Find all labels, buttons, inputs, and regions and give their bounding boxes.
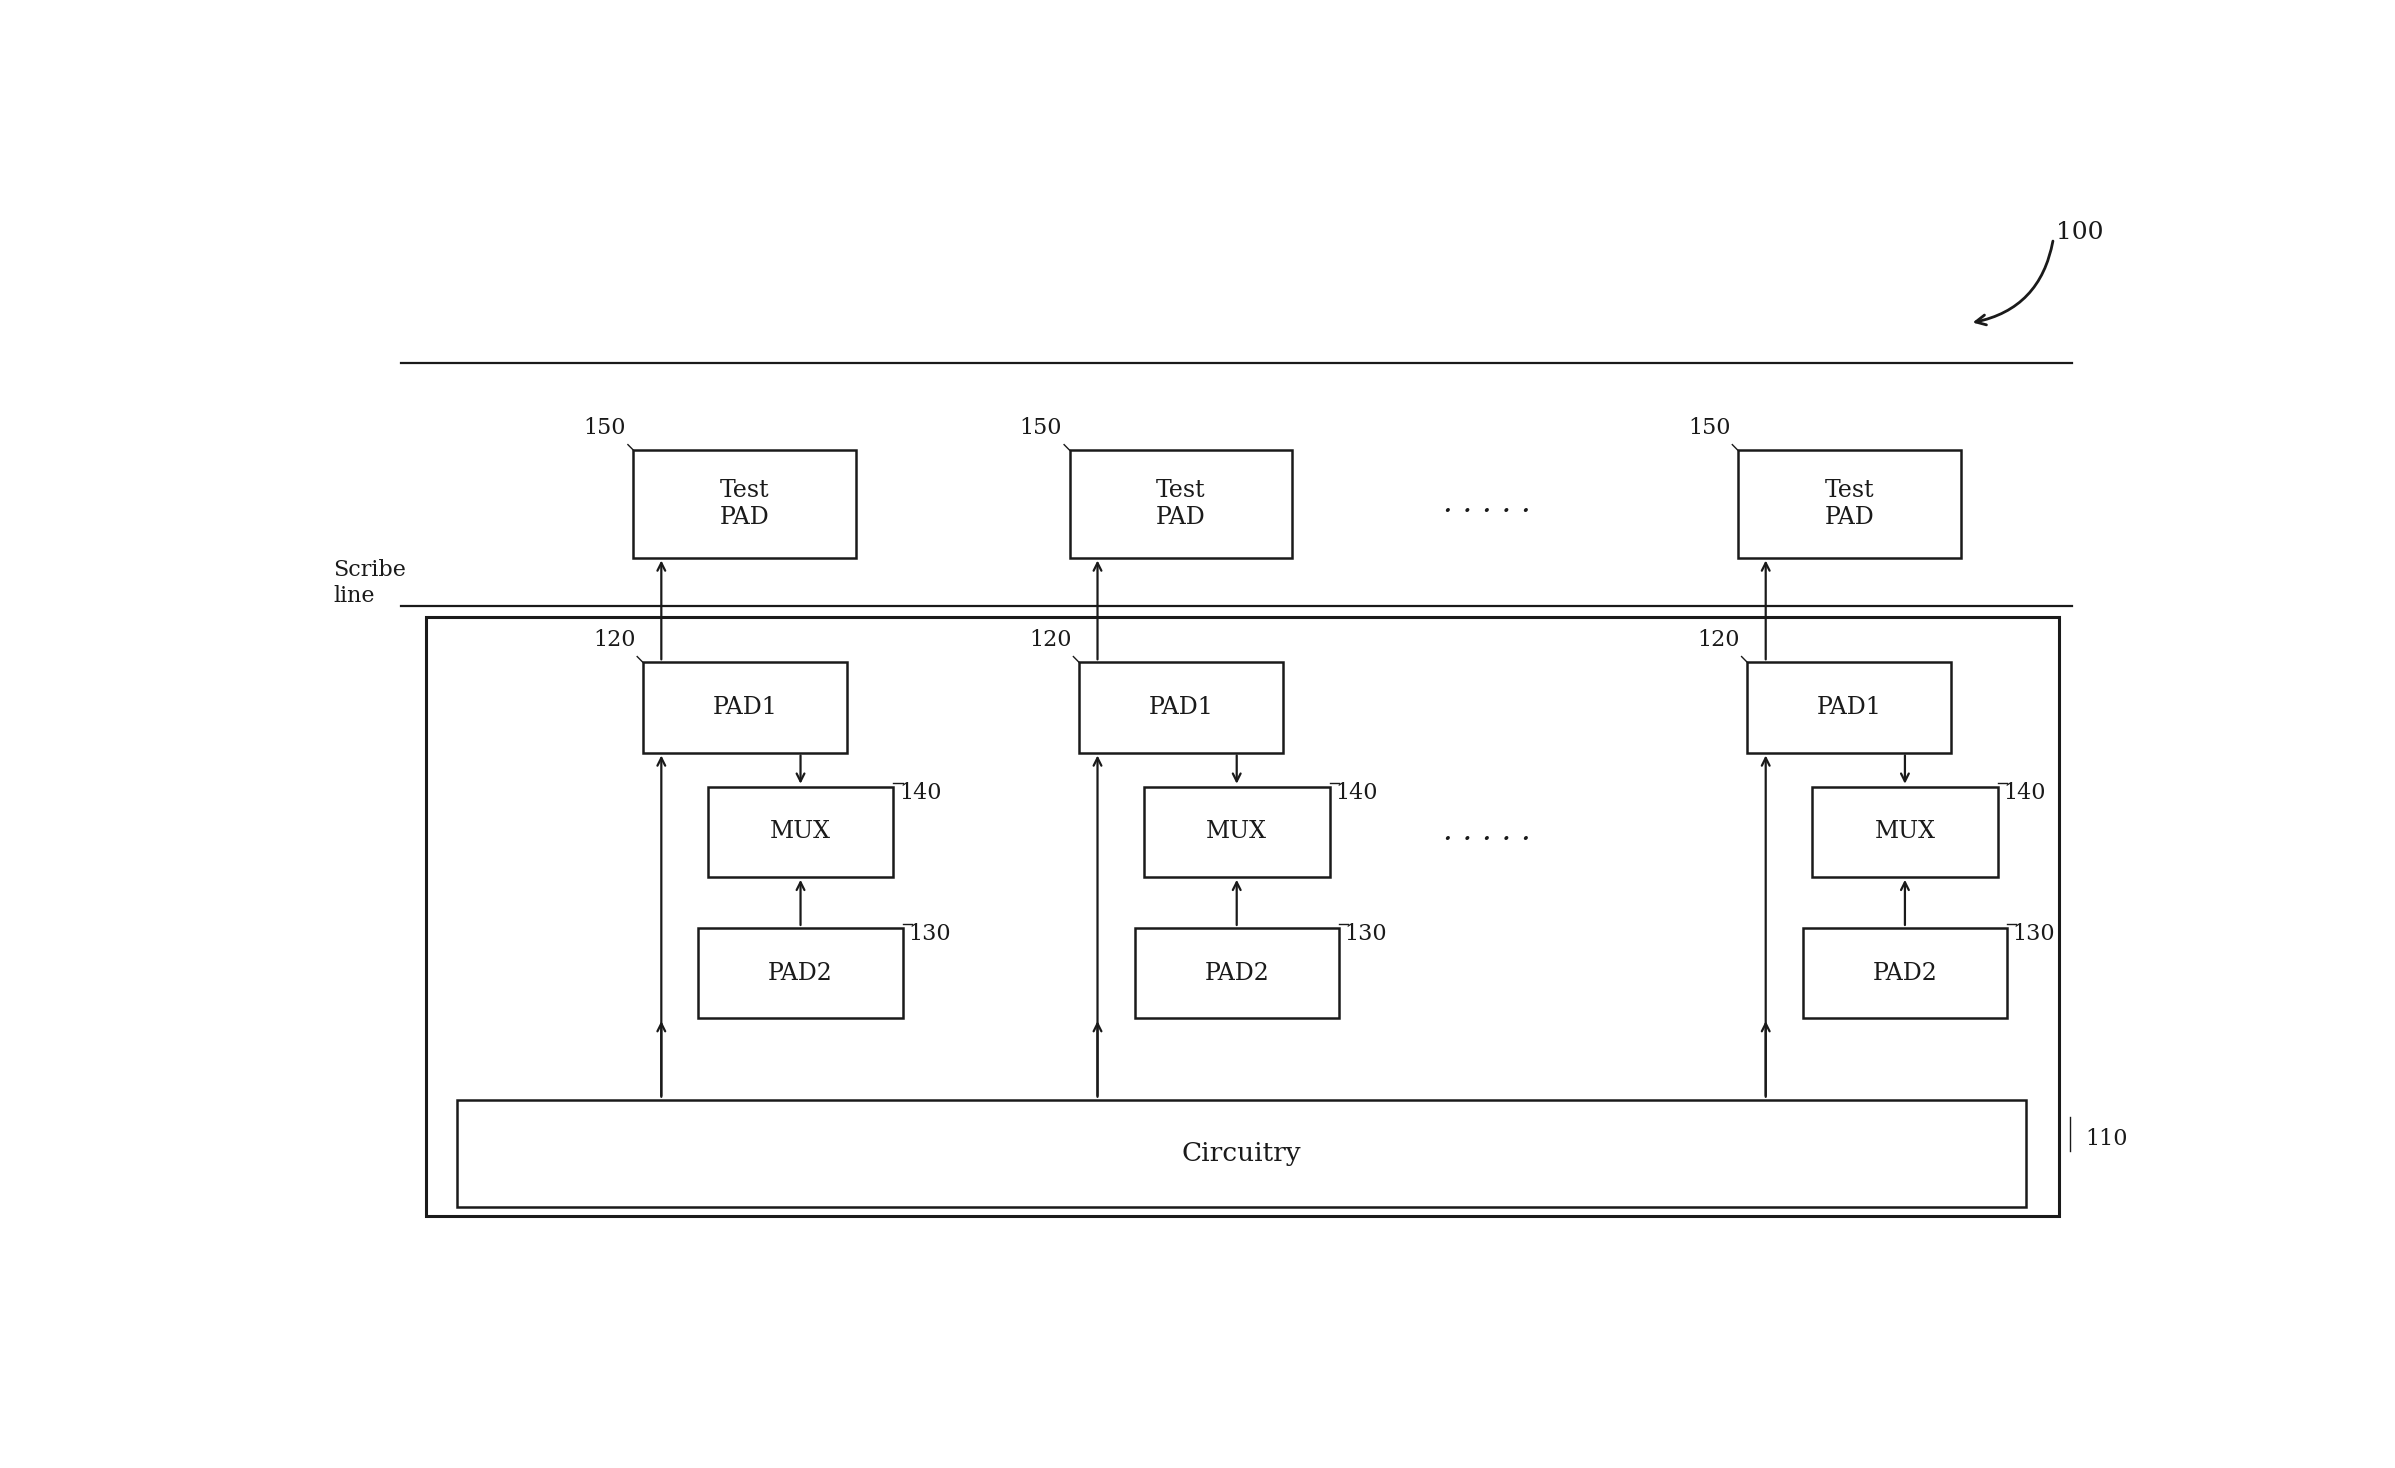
Bar (1803, 928, 2007, 1019)
Text: 150: 150 (584, 417, 625, 439)
Text: Circuitry: Circuitry (1181, 1141, 1300, 1166)
Text: . . . . .: . . . . . (1444, 489, 1530, 520)
Text: 120: 120 (594, 628, 635, 650)
Bar (457, 1100, 2026, 1207)
Text: PAD1: PAD1 (1150, 696, 1214, 719)
Bar (1748, 662, 1952, 753)
Text: 120: 120 (1698, 628, 1739, 650)
Text: 130: 130 (908, 923, 951, 945)
Text: Test
PAD: Test PAD (721, 479, 769, 528)
Bar (1078, 662, 1284, 753)
Text: Test
PAD: Test PAD (1157, 479, 1207, 528)
Text: 100: 100 (2055, 222, 2103, 244)
Bar (426, 617, 2060, 1216)
Bar (1813, 787, 1997, 876)
Text: . . . . .: . . . . . (1444, 816, 1530, 847)
Text: Scribe
line: Scribe line (333, 559, 407, 606)
Text: 150: 150 (1688, 417, 1732, 439)
Text: 140: 140 (2002, 782, 2045, 804)
Text: 140: 140 (1334, 782, 1377, 804)
Bar (699, 928, 903, 1019)
Text: MUX: MUX (1875, 821, 1935, 843)
Bar (1135, 928, 1339, 1019)
Text: 130: 130 (2012, 923, 2055, 945)
Text: 120: 120 (1030, 628, 1071, 650)
Bar (632, 451, 857, 558)
Text: MUX: MUX (1207, 821, 1267, 843)
Bar (642, 662, 848, 753)
Text: PAD1: PAD1 (711, 696, 778, 719)
Text: PAD2: PAD2 (769, 962, 833, 985)
Text: Test
PAD: Test PAD (1825, 479, 1875, 528)
Bar (1739, 451, 1962, 558)
Text: 110: 110 (2086, 1129, 2127, 1151)
Bar (1071, 451, 1293, 558)
Text: PAD2: PAD2 (1205, 962, 1269, 985)
Text: 130: 130 (1344, 923, 1387, 945)
Bar (709, 787, 893, 876)
Text: PAD2: PAD2 (1873, 962, 1938, 985)
Text: PAD1: PAD1 (1818, 696, 1882, 719)
Text: 150: 150 (1020, 417, 1063, 439)
Text: 140: 140 (898, 782, 941, 804)
Text: MUX: MUX (771, 821, 831, 843)
Bar (1145, 787, 1329, 876)
